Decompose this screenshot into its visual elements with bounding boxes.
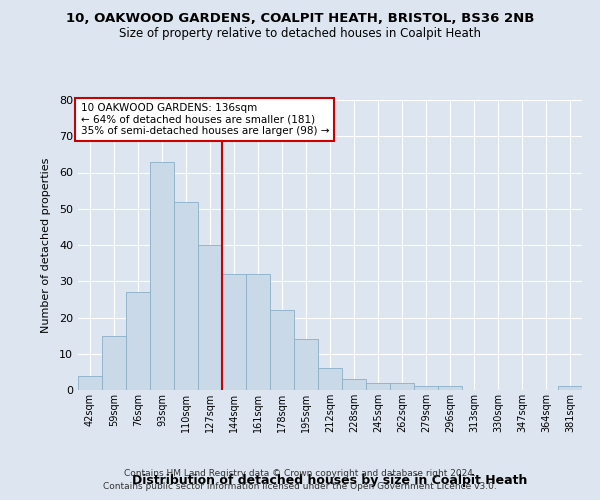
Bar xyxy=(318,368,342,390)
Bar xyxy=(102,336,126,390)
Bar xyxy=(366,383,390,390)
Bar xyxy=(126,292,150,390)
Bar xyxy=(222,274,246,390)
Bar xyxy=(150,162,174,390)
Text: 10 OAKWOOD GARDENS: 136sqm
← 64% of detached houses are smaller (181)
35% of sem: 10 OAKWOOD GARDENS: 136sqm ← 64% of deta… xyxy=(80,103,329,136)
Bar xyxy=(294,339,318,390)
Bar xyxy=(342,379,366,390)
Bar xyxy=(390,383,414,390)
Y-axis label: Number of detached properties: Number of detached properties xyxy=(41,158,50,332)
Bar xyxy=(78,376,102,390)
Bar xyxy=(198,245,222,390)
Text: Contains HM Land Registry data © Crown copyright and database right 2024.: Contains HM Land Registry data © Crown c… xyxy=(124,468,476,477)
Bar xyxy=(438,386,462,390)
Text: 10, OAKWOOD GARDENS, COALPIT HEATH, BRISTOL, BS36 2NB: 10, OAKWOOD GARDENS, COALPIT HEATH, BRIS… xyxy=(66,12,534,26)
Bar xyxy=(558,386,582,390)
Text: Contains public sector information licensed under the Open Government Licence v3: Contains public sector information licen… xyxy=(103,482,497,491)
Bar xyxy=(174,202,198,390)
X-axis label: Distribution of detached houses by size in Coalpit Heath: Distribution of detached houses by size … xyxy=(133,474,527,487)
Bar xyxy=(414,386,438,390)
Bar xyxy=(270,310,294,390)
Bar xyxy=(246,274,270,390)
Text: Size of property relative to detached houses in Coalpit Heath: Size of property relative to detached ho… xyxy=(119,28,481,40)
